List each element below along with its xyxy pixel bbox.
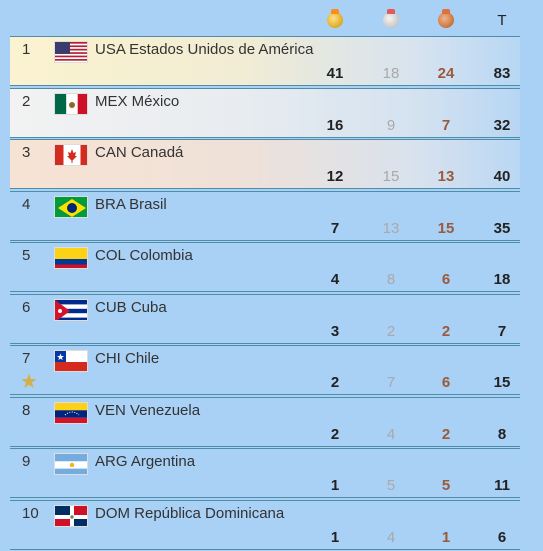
silver-count: 5 (386, 477, 396, 494)
gold-medal-icon (325, 9, 345, 30)
total-count: 40 (493, 168, 511, 185)
venezuela-flag-icon (54, 401, 88, 424)
table-row[interactable]: 1 USA Estados Unidos de América 41 18 24… (10, 36, 520, 86)
table-row[interactable]: 8 VEN Venezuela 2 4 2 8 (10, 396, 520, 447)
silver-count: 7 (386, 374, 396, 391)
canada-flag-icon (54, 144, 88, 166)
total-count: 18 (493, 271, 511, 288)
total-count: 11 (494, 477, 510, 494)
total-count: 32 (493, 116, 511, 134)
colombia-flag-icon (54, 247, 88, 269)
bronze-count: 5 (441, 477, 451, 494)
table-row[interactable]: 3 CAN Canadá 12 15 13 40 (10, 139, 520, 189)
total-count: 35 (493, 219, 511, 237)
bronze-count: 13 (437, 168, 455, 185)
silver-count: 9 (386, 116, 396, 134)
gold-count: 2 (330, 425, 340, 443)
table-row[interactable]: 4 BRA Brasil 7 13 15 35 (10, 190, 520, 241)
country-name: BRA Brasil (95, 195, 167, 213)
silver-count: 15 (382, 168, 400, 185)
bronze-count: 2 (441, 322, 451, 340)
silver-count: 4 (386, 528, 396, 546)
brazil-flag-icon (54, 195, 88, 218)
country-name: MEX México (95, 92, 180, 110)
country-name: DOM República Dominicana (95, 504, 285, 522)
bronze-medal-icon (436, 9, 456, 30)
table-row[interactable]: 2 MEX México 16 9 7 32 (10, 87, 520, 138)
bronze-count: 6 (441, 271, 451, 288)
table-row[interactable]: 5 COL Colombia 4 8 6 18 (10, 242, 520, 292)
dominican-republic-flag-icon (54, 504, 88, 527)
table-row[interactable]: 9 ARG Argentina 1 5 5 11 (10, 448, 520, 498)
bronze-count: 15 (437, 219, 455, 237)
table-row[interactable]: 6 CUB Cuba 3 2 2 7 (10, 293, 520, 344)
country-name: CHI Chile (95, 350, 160, 367)
total-count: 7 (497, 322, 507, 340)
gold-count: 2 (330, 374, 340, 391)
table-row[interactable]: 10 DOM República Dominicana 1 4 1 6 (10, 499, 520, 550)
rank: 10 (22, 504, 39, 522)
rank: 2 (22, 92, 31, 110)
total-count: 15 (493, 374, 511, 391)
silver-medal-icon (381, 9, 401, 30)
rank: 5 (22, 247, 31, 264)
gold-count: 16 (326, 116, 344, 134)
usa-flag-icon (54, 41, 88, 63)
rank: 4 (22, 195, 31, 213)
gold-count: 3 (330, 322, 340, 340)
rank: 1 (22, 41, 31, 58)
country-name: COL Colombia (95, 247, 193, 264)
country-name: CAN Canadá (95, 144, 184, 161)
gold-count: 7 (330, 219, 340, 237)
total-header: T (497, 11, 507, 29)
rank: 3 (22, 144, 31, 161)
total-count: 83 (493, 65, 511, 82)
bronze-count: 1 (441, 528, 451, 546)
bronze-count: 2 (441, 425, 451, 443)
table-row[interactable]: 7 ★ CHI Chile 2 7 6 15 (10, 345, 520, 395)
bronze-count: 7 (441, 116, 451, 134)
country-name: USA Estados Unidos de América (95, 41, 314, 58)
medal-table-header: T (0, 0, 543, 36)
gold-count: 12 (326, 168, 344, 185)
total-count: 8 (497, 425, 507, 443)
country-name: CUB Cuba (95, 298, 167, 316)
mexico-flag-icon (54, 92, 88, 115)
gold-count: 1 (330, 477, 340, 494)
rank: 9 (22, 453, 31, 470)
host-star-icon: ★ (20, 371, 38, 393)
silver-count: 4 (386, 425, 396, 443)
bronze-count: 6 (441, 374, 451, 391)
chile-flag-icon (54, 350, 88, 372)
bronze-count: 24 (437, 65, 455, 82)
rank: 8 (22, 401, 31, 419)
silver-count: 18 (382, 65, 400, 82)
country-name: ARG Argentina (95, 453, 196, 470)
total-count: 6 (497, 528, 507, 546)
country-name: VEN Venezuela (95, 401, 201, 419)
rank: 6 (22, 298, 31, 316)
gold-count: 1 (330, 528, 340, 546)
argentina-flag-icon (54, 453, 88, 475)
medal-table: 1 USA Estados Unidos de América 41 18 24… (10, 36, 520, 551)
silver-count: 8 (386, 271, 396, 288)
cuba-flag-icon (54, 298, 88, 321)
gold-count: 4 (330, 271, 340, 288)
silver-count: 13 (382, 219, 400, 237)
gold-count: 41 (326, 65, 344, 82)
silver-count: 2 (386, 322, 396, 340)
rank: 7 (22, 350, 31, 367)
